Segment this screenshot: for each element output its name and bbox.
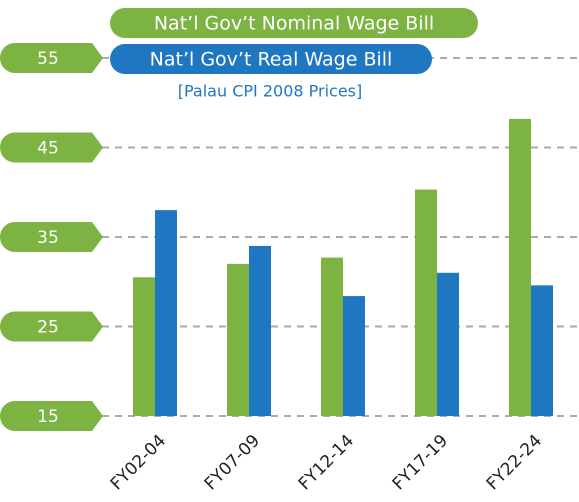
y-tick-label: 45: [37, 139, 59, 159]
chart-subtitle: [Palau CPI 2008 Prices]: [178, 82, 363, 101]
y-tick-pill: [0, 132, 103, 163]
bar: [437, 272, 459, 416]
bar: [415, 189, 437, 416]
y-tick-pill: [0, 401, 103, 431]
y-tick-label: 35: [37, 228, 59, 248]
x-tick-label: FY07-09: [201, 431, 264, 494]
x-tick-label: FY22-24: [483, 431, 546, 494]
bar: [343, 296, 365, 416]
bar: [531, 285, 553, 416]
y-tick-label: 25: [37, 318, 59, 338]
y-tick-pill: [0, 222, 103, 252]
legend-pill: [110, 44, 432, 74]
legend-label: Nat’l Gov’t Real Wage Bill: [150, 49, 393, 71]
legend-pill: [110, 8, 478, 38]
bar: [321, 257, 343, 416]
y-tick-label: 15: [37, 407, 59, 427]
bar: [155, 210, 177, 416]
x-tick-label: FY17-19: [389, 431, 452, 494]
bar: [249, 245, 271, 416]
y-tick-pill: [0, 311, 103, 342]
x-tick-label: FY12-14: [295, 431, 358, 494]
bar: [227, 263, 249, 416]
bar: [133, 277, 155, 416]
y-tick-pill: [0, 43, 103, 73]
bar: [509, 118, 531, 417]
y-tick-label: 55: [37, 49, 59, 69]
legend-label: Nat’l Gov’t Nominal Wage Bill: [154, 13, 434, 35]
x-tick-label: FY02-04: [107, 431, 170, 494]
